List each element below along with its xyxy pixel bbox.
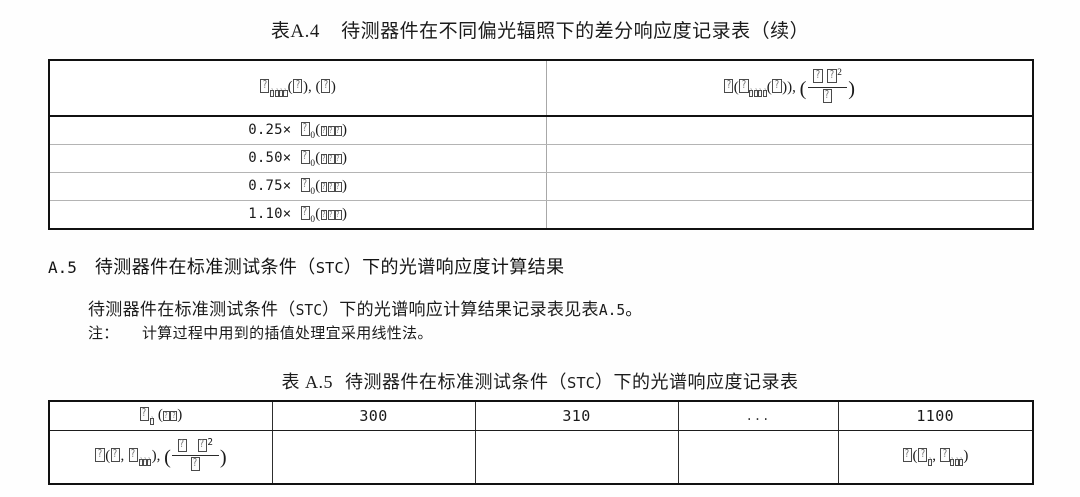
table-a5-header-1100: 1100: [837, 400, 1034, 431]
table-a4-caption: 表A.4 待测器件在不同偏光辐照下的差分响应度记录表（续）: [0, 16, 1080, 43]
table-a4-cell-value[interactable]: [545, 172, 1034, 201]
note-label: 注：: [88, 326, 119, 342]
table-a5-caption: 表 A.5 待测器件在标准测试条件（STC）下的光谱响应度记录表: [0, 368, 1080, 394]
section-a5-title-abbr: STC: [315, 259, 344, 277]
table-a5-caption-part2: ）下的光谱响应度记录表: [594, 372, 799, 392]
table-a4-caption-prefix: 表A.4: [270, 21, 320, 42]
table-row: 0.50× 0(): [48, 144, 1034, 173]
table-row: 1.10× 0(): [48, 200, 1034, 229]
table-row: (, ), ( 2) (, ): [48, 430, 1034, 485]
table-row: 0.25× 0(): [48, 115, 1034, 145]
body-abbr: STC: [295, 302, 322, 319]
table-a4-header-irradiance: (), (): [48, 59, 547, 117]
section-a5-title-part2: ）下的光谱响应度计算结果: [343, 257, 565, 277]
table-a5-cell-value[interactable]: [474, 430, 679, 485]
table-a4-header-row: (), () (()), ( 2): [48, 59, 1034, 117]
table-a5-header-310: 310: [474, 400, 679, 431]
table-a4-cell-factor: 0.50× 0(): [48, 144, 547, 173]
table-a5-cell-value[interactable]: [677, 430, 839, 485]
table-a4-cell-value[interactable]: [545, 200, 1034, 229]
body-end: 。: [625, 300, 643, 319]
section-a5-number: A.5: [48, 258, 77, 277]
note-text: 计算过程中用到的插值处理宜采用线性法。: [142, 326, 433, 342]
table-a4-factor-label: 0.50×: [248, 150, 292, 166]
section-a5-note: 注： 计算过程中用到的插值处理宜采用线性法。: [88, 322, 433, 343]
table-a5-caption-abbr: STC: [567, 374, 595, 392]
table-a4-factor-label: 1.10×: [248, 206, 292, 222]
table-a5-caption-prefix: 表 A.5: [281, 372, 334, 392]
table-a5-cell-value[interactable]: [271, 430, 476, 485]
section-a5-title-part1: 待测器件在标准测试条件（: [94, 257, 316, 277]
table-a4: (), () (()), ( 2) 0.25× 0() 0.50× 0(): [48, 59, 1034, 230]
body-table-ref: A.5: [598, 302, 626, 319]
table-a4-cell-factor: 1.10× 0(): [48, 200, 547, 229]
section-a5-body: 待测器件在标准测试条件（STC）下的光谱响应计算结果记录表见表A.5。: [88, 295, 643, 320]
table-a5-row-label-responsivity: (, ), ( 2): [48, 430, 273, 485]
table-a5-caption-part1: 待测器件在标准测试条件（: [345, 372, 568, 392]
table-a5: () 300 310 ... 1100 (, ), ( 2) (, ): [48, 400, 1034, 485]
table-a4-cell-factor: 0.75× 0(): [48, 172, 547, 201]
table-a5-header-wavelength: (): [48, 400, 273, 431]
table-a5-cell-value-1100[interactable]: (, ): [837, 430, 1034, 485]
table-a4-header-responsivity: (()), ( 2): [545, 59, 1034, 117]
table-a5-header-ellipsis: ...: [677, 400, 839, 431]
table-a4-cell-value[interactable]: [545, 115, 1034, 145]
table-a4-cell-value[interactable]: [545, 144, 1034, 173]
table-a4-cell-factor: 0.25× 0(): [48, 115, 547, 145]
table-row: 0.75× 0(): [48, 172, 1034, 201]
body-part1: 待测器件在标准测试条件（: [88, 300, 296, 319]
table-a4-factor-label: 0.25×: [248, 122, 292, 138]
table-a5-header-300: 300: [271, 400, 476, 431]
body-part2: ）下的光谱响应计算结果记录表见表: [322, 300, 599, 319]
table-a5-header-row: () 300 310 ... 1100: [48, 400, 1034, 431]
section-a5-heading: A.5 待测器件在标准测试条件（STC）下的光谱响应度计算结果: [48, 253, 564, 279]
table-a4-caption-text: 待测器件在不同偏光辐照下的差分响应度记录表（续）: [341, 21, 810, 42]
table-a4-factor-label: 0.75×: [248, 178, 292, 194]
